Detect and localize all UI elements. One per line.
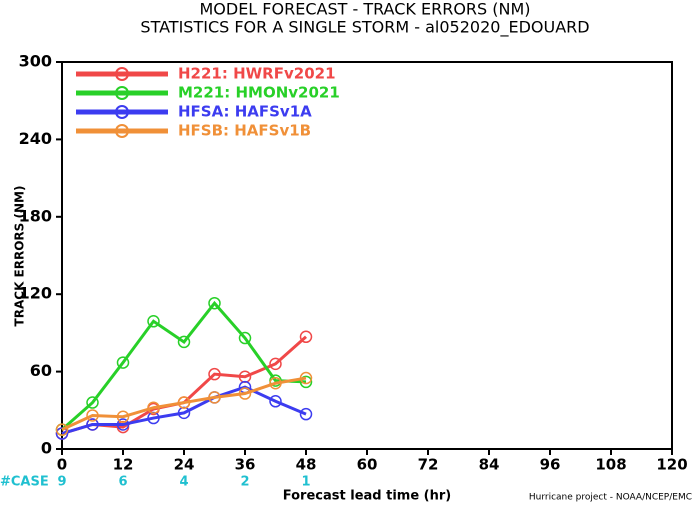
y-tick-label: 180 <box>19 206 52 225</box>
case-label: #CASE <box>0 475 49 490</box>
case-count: 1 <box>301 475 310 490</box>
x-tick-label: 84 <box>479 456 500 474</box>
x-tick-label: 60 <box>357 456 378 474</box>
y-tick-label: 60 <box>30 361 52 380</box>
footer: Hurricane project - NOAA/NCEP/EMC <box>529 493 692 503</box>
x-tick-label: 96 <box>540 456 561 474</box>
legend-marker <box>115 105 129 119</box>
case-count: 2 <box>240 475 249 490</box>
legend-label: HFSB: HAFSv1B <box>178 122 311 140</box>
point <box>116 418 130 431</box>
legend-label: M221: HMONv2021 <box>178 84 340 102</box>
point <box>55 423 69 436</box>
point <box>299 375 313 389</box>
point <box>299 330 313 344</box>
legend-label: HFSA: HAFSv1A <box>178 103 312 121</box>
legend-label: H221: HWRFv2021 <box>178 65 336 83</box>
point <box>299 371 313 385</box>
point <box>116 356 130 369</box>
y-tick-label: 300 <box>19 52 52 71</box>
point <box>86 418 99 431</box>
chart-subtitle: STATISTICS FOR A SINGLE STORM - al052020… <box>140 18 589 38</box>
plot-frame <box>61 61 673 450</box>
legend-marker <box>115 67 129 81</box>
point <box>269 357 282 371</box>
point <box>116 410 130 423</box>
x-tick-label: 24 <box>174 456 195 474</box>
y-tick-label: 120 <box>19 284 52 303</box>
point <box>269 376 282 390</box>
series-line <box>61 385 307 435</box>
y-tick-label: 240 <box>19 129 52 148</box>
legend-marker <box>115 86 129 100</box>
point <box>208 296 221 310</box>
x-tick-label: 36 <box>235 456 256 474</box>
point <box>177 335 191 349</box>
y-axis-label: TRACK ERRORS (NM) <box>13 186 27 327</box>
point <box>208 391 221 404</box>
point <box>238 387 252 400</box>
case-count: 6 <box>118 475 127 490</box>
point <box>238 331 252 345</box>
x-axis-label: Forecast lead time (hr) <box>283 489 451 504</box>
case-count: 9 <box>57 475 66 490</box>
point <box>269 395 282 408</box>
point <box>86 396 99 409</box>
point <box>177 396 191 409</box>
x-tick-label: 12 <box>113 456 134 474</box>
case-count: 4 <box>179 475 188 490</box>
series-line <box>61 300 307 431</box>
x-tick-label: 120 <box>656 456 687 474</box>
point <box>147 315 160 328</box>
x-tick-label: 108 <box>595 456 626 474</box>
x-tick-label: 72 <box>418 456 439 474</box>
legend-marker <box>115 124 129 138</box>
x-tick-label: 48 <box>296 456 317 474</box>
point <box>299 407 313 421</box>
chart-title: MODEL FORECAST - TRACK ERRORS (NM) <box>199 0 530 19</box>
x-tick-label: 0 <box>57 456 67 474</box>
point <box>208 367 221 381</box>
series-line <box>61 376 307 432</box>
point <box>147 401 160 414</box>
y-tick-label: 0 <box>41 439 52 458</box>
point <box>86 409 99 422</box>
